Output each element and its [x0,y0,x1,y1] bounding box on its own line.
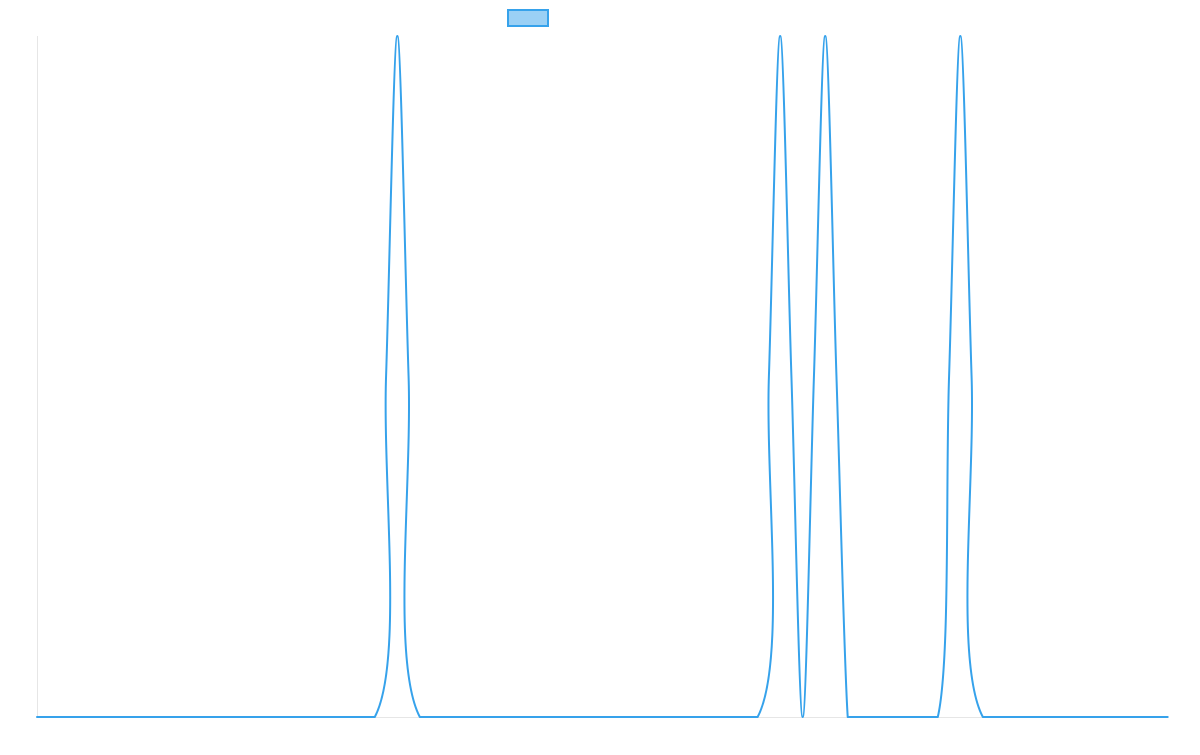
data-point[interactable] [788,374,794,380]
data-point[interactable] [969,374,975,380]
data-point[interactable] [822,33,828,39]
series-layer [34,33,1169,720]
data-point[interactable] [800,714,806,720]
data-point[interactable] [755,714,761,720]
data-point[interactable] [417,714,423,720]
data-point[interactable] [980,714,986,720]
data-point[interactable] [203,714,209,720]
data-point[interactable] [406,374,412,380]
data-point[interactable] [845,714,851,720]
data-point[interactable] [957,33,963,39]
data-point[interactable] [1149,714,1155,720]
data-point[interactable] [1160,714,1166,720]
data-point[interactable] [777,33,783,39]
data-point[interactable] [856,714,862,720]
data-point[interactable] [867,714,873,720]
legend[interactable] [507,9,549,27]
data-point[interactable] [935,714,941,720]
data-point[interactable] [946,374,952,380]
series-line-0 [36,35,1169,719]
data-point[interactable] [394,33,400,39]
data-point[interactable] [372,714,378,720]
data-point[interactable] [383,374,389,380]
legend-swatch[interactable] [507,9,549,27]
data-point[interactable] [586,714,592,720]
data-point[interactable] [811,374,817,380]
data-point[interactable] [833,374,839,380]
data-point[interactable] [766,374,772,380]
data-point[interactable] [34,714,40,720]
